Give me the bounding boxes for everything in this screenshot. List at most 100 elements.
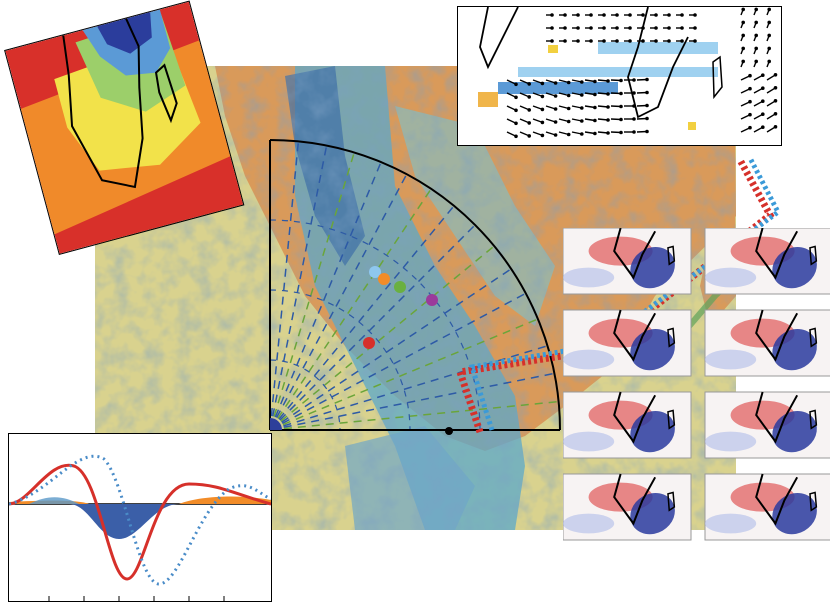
- blue-dotted-transect: [468, 156, 782, 431]
- wind-arrow-head: [527, 82, 531, 86]
- wind-vector-svg: [478, 7, 778, 139]
- wind-arrow-head: [761, 73, 765, 77]
- wind-arrow-head: [566, 119, 571, 124]
- red-dot: [363, 337, 375, 349]
- wind-arrow-head: [589, 39, 593, 43]
- fan-radial-line: [269, 268, 512, 431]
- purple-dot: [426, 294, 438, 306]
- wind-arrow-head: [527, 95, 531, 99]
- wind-arrow-head: [767, 7, 771, 12]
- fan-radial-lines: [269, 141, 559, 431]
- wind-arrow-head: [741, 46, 745, 51]
- wind-arrow-head: [550, 13, 554, 17]
- fan-radial-line: [269, 372, 555, 431]
- anomaly-map-panel: [563, 228, 692, 295]
- wind-arrow-head: [553, 120, 558, 124]
- fan-radial-line: [269, 173, 408, 431]
- wind-arrow-head: [576, 26, 580, 30]
- wind-arrow-head: [540, 133, 545, 138]
- wind-arrow-head: [563, 13, 567, 17]
- wind-arrow-head: [628, 26, 632, 30]
- wind-arrow-head: [540, 81, 545, 86]
- wind-arrow-head: [641, 13, 645, 17]
- wind-arrow-head: [527, 121, 531, 125]
- wind-arrow-head: [741, 59, 745, 64]
- wind-arrow-head: [693, 13, 697, 17]
- wind-arrow-head: [580, 132, 584, 136]
- anomaly-map-panel: [563, 309, 692, 377]
- wind-arrow-head: [550, 39, 554, 43]
- wind-arrow-head: [602, 26, 606, 30]
- wind-arrow-head: [606, 92, 610, 96]
- wind-arrow-head: [654, 13, 658, 17]
- anomaly-map-grid: [563, 228, 830, 548]
- wind-arrow-head: [593, 105, 597, 110]
- wind-arrow-head: [773, 125, 778, 129]
- wind-coastline: [479, 7, 689, 119]
- anomaly-map-panel: [704, 391, 830, 459]
- wind-arrow-head: [654, 26, 658, 30]
- wind-arrow-head: [566, 80, 571, 85]
- wind-arrow-head: [606, 131, 610, 135]
- wind-arrow-head: [761, 86, 765, 90]
- profile-dotted-line: [9, 454, 271, 586]
- wind-arrow-head: [667, 39, 671, 43]
- anomaly-map-panel: [563, 391, 692, 459]
- wind-arrow-head: [632, 104, 636, 108]
- wind-arrow-head: [514, 82, 518, 87]
- fan-origin-hatch: [270, 418, 282, 430]
- wind-arrow-head: [680, 39, 684, 43]
- wind-arrow-head: [615, 39, 619, 43]
- wind-arrow-head: [580, 106, 584, 110]
- anomaly-map-panel: [704, 309, 830, 377]
- fan-radial-line: [269, 161, 382, 431]
- profile-chart-svg: [9, 454, 271, 601]
- wind-arrow-head: [667, 26, 671, 30]
- wind-arrow-head: [654, 39, 658, 43]
- wind-arrow-head: [628, 39, 632, 43]
- wind-arrow-head: [593, 92, 597, 97]
- heat-map-svg: [5, 1, 244, 254]
- wind-arrow-head: [773, 99, 778, 103]
- anomaly-map-panel: [704, 228, 830, 295]
- wind-arrow-head: [619, 104, 623, 109]
- wind-arrow-head: [741, 33, 745, 38]
- wind-arrow-head: [773, 73, 778, 77]
- wind-arrow-head: [754, 33, 758, 38]
- wind-yellow-patch: [548, 45, 558, 53]
- wind-arrow-head: [602, 13, 606, 17]
- wind-arrow-head: [553, 107, 558, 111]
- wind-arrow-head: [566, 93, 571, 98]
- wind-arrow-head: [619, 130, 623, 135]
- wind-orange-patch: [478, 92, 498, 107]
- wind-arrow-head: [767, 33, 771, 38]
- profile-x-ticks: [48, 596, 225, 601]
- wind-arrow-head: [580, 119, 584, 123]
- wind-arrow-head: [680, 13, 684, 17]
- wind-arrow-head: [550, 26, 554, 30]
- heat-map-madagascar: [154, 63, 178, 124]
- wind-arrow-head: [606, 105, 610, 109]
- wind-arrow-head: [593, 131, 597, 136]
- wind-arrow-head: [748, 99, 752, 104]
- wind-arrow-head: [748, 125, 752, 130]
- profile-red-line: [9, 463, 271, 581]
- orange-dot: [378, 273, 390, 285]
- wind-arrow-head: [527, 134, 531, 138]
- wind-arrow-head: [748, 86, 752, 91]
- wind-arrow-head: [566, 106, 571, 111]
- wind-arrow-head: [641, 26, 645, 30]
- wind-arrow-head: [527, 108, 531, 112]
- heat-map-inset: [4, 0, 245, 255]
- wind-arrow-head: [767, 46, 771, 51]
- wind-arrow-head: [680, 26, 684, 30]
- anomaly-grid-svg: [563, 228, 830, 541]
- fan-radial-line: [269, 292, 527, 431]
- wind-vector-inset: [457, 6, 782, 146]
- wind-arrow-head: [767, 20, 771, 25]
- wind-arrow-head: [754, 7, 758, 12]
- wind-arrow-head: [754, 46, 758, 51]
- fan-radial-line: [269, 245, 495, 431]
- wind-arrow-head: [628, 13, 632, 17]
- wind-arrow-head: [619, 91, 623, 96]
